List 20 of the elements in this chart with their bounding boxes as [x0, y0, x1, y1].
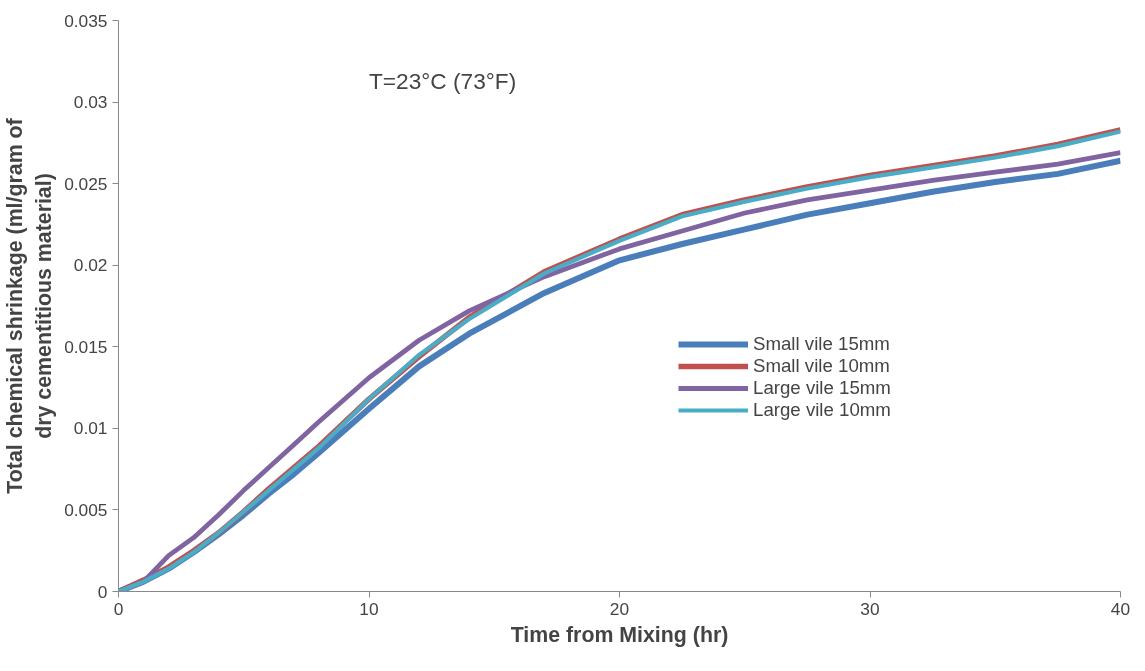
x-tick-label: 10: [359, 598, 379, 619]
legend-label: Small vile 15mm: [753, 333, 890, 355]
x-axis-title: Time from Mixing (hr): [510, 622, 729, 647]
annotation: T=23°C (73°F): [369, 67, 517, 94]
legend-label: Small vile 10mm: [753, 355, 890, 377]
y-tick-label: 0.035: [64, 10, 108, 31]
y-tick-label: 0.03: [73, 92, 108, 113]
x-tick-label: 0: [113, 598, 124, 619]
y-tick-label: 0.02: [73, 255, 108, 276]
y-axis-title: Total chemical shrinkage (ml/gram of dry cementitious material): [3, 117, 57, 494]
legend-label: Large vile 15mm: [753, 377, 891, 399]
y-tick-label: 0.005: [64, 499, 108, 520]
x-tick-label: 40: [1110, 598, 1131, 619]
y-tick-label: 0: [97, 581, 108, 602]
x-tick-label: 30: [860, 598, 880, 619]
y-tick-label: 0.015: [64, 336, 108, 357]
x-tick-label: 20: [609, 598, 630, 619]
legend-label: Large vile 10mm: [753, 399, 891, 421]
y-tick-label: 0.025: [64, 173, 108, 194]
y-tick-label: 0.01: [73, 418, 108, 439]
